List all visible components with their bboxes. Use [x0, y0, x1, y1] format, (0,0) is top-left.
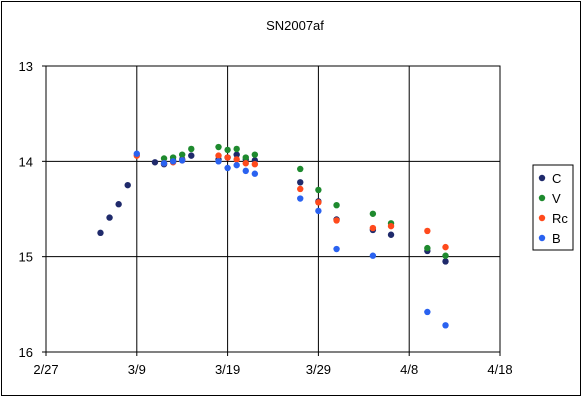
data-point	[224, 154, 231, 161]
y-tick-label: 14	[19, 154, 33, 169]
legend-marker	[538, 214, 546, 222]
legend-marker	[538, 234, 546, 242]
data-point	[224, 164, 231, 172]
data-point	[233, 151, 240, 158]
data-point	[315, 186, 322, 194]
data-point	[297, 185, 304, 193]
data-point	[369, 224, 377, 232]
data-point	[169, 158, 177, 165]
plot-area: 2/27 3/9 3/19 3/29 4/8 4/18 13 14 15 16	[19, 59, 513, 377]
series-rc	[133, 152, 449, 251]
data-point	[297, 179, 304, 186]
data-point	[424, 227, 431, 235]
x-tick-label: 4/8	[400, 362, 418, 377]
data-point	[124, 181, 131, 189]
legend-marker	[538, 194, 546, 202]
y-tick-label: 16	[19, 345, 33, 360]
data-point	[179, 157, 186, 164]
data-point	[251, 160, 259, 168]
y-tick-label: 15	[19, 250, 33, 265]
x-tick-label: 3/29	[306, 362, 331, 377]
data-point	[333, 201, 340, 209]
y-tick-label: 13	[19, 59, 33, 74]
plot-border	[45, 65, 501, 353]
data-point	[242, 154, 249, 161]
data-point	[215, 152, 222, 159]
x-tick-label: 2/27	[33, 362, 58, 377]
data-point	[297, 195, 304, 202]
chart-title: SN2007af	[266, 18, 324, 33]
data-point	[442, 322, 449, 329]
data-point	[97, 229, 104, 237]
data-point	[224, 146, 231, 154]
data-point	[442, 243, 449, 251]
legend-label: C	[552, 171, 561, 186]
data-point	[115, 201, 122, 208]
data-point	[442, 252, 449, 259]
data-point	[233, 156, 240, 163]
data-point	[424, 244, 431, 252]
data-point	[242, 167, 249, 175]
data-point	[133, 150, 140, 157]
data-point	[369, 252, 377, 259]
series-b	[133, 150, 449, 329]
data-point	[424, 308, 431, 316]
data-point	[387, 222, 395, 230]
data-point	[160, 160, 168, 167]
data-point	[151, 159, 159, 166]
data-point	[297, 165, 304, 173]
x-tick-label: 4/18	[487, 362, 512, 377]
data-point	[315, 199, 322, 206]
data-point	[106, 214, 113, 221]
data-point	[215, 158, 222, 165]
legend-label: B	[552, 231, 561, 246]
data-point	[188, 152, 195, 159]
legend-label: V	[552, 191, 561, 206]
data-point	[233, 145, 240, 153]
data-point	[179, 151, 186, 158]
data-point	[188, 145, 195, 153]
data-point	[251, 170, 259, 177]
data-point	[242, 160, 249, 167]
x-tick-label: 3/9	[128, 362, 146, 377]
data-point	[315, 207, 322, 215]
data-point	[251, 151, 259, 158]
data-point	[160, 155, 168, 162]
data-point	[215, 143, 222, 151]
data-point	[333, 217, 340, 224]
data-point	[333, 245, 340, 253]
data-point	[233, 161, 240, 169]
legend: CV Rc B	[532, 164, 574, 251]
chart-frame	[1, 1, 581, 396]
series-v	[160, 143, 449, 259]
series-c	[97, 151, 449, 265]
legend-label: Rc	[552, 211, 568, 226]
data-point	[442, 258, 449, 265]
data-point	[387, 231, 395, 238]
legend-marker	[538, 174, 546, 182]
x-tick-label: 3/19	[215, 362, 240, 377]
data-point	[369, 210, 377, 217]
